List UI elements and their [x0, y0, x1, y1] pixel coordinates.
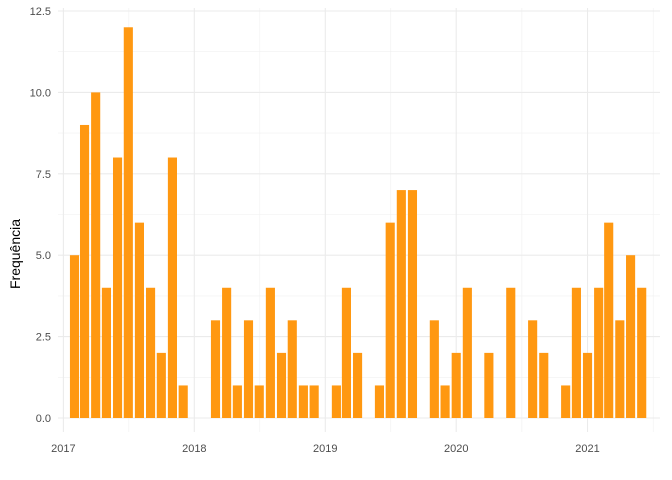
bar [385, 222, 395, 418]
bar [506, 287, 516, 418]
bar [232, 385, 242, 418]
bars [69, 27, 647, 419]
bar [353, 352, 363, 418]
y-tick-label: 0.0 [36, 413, 51, 425]
bar [626, 255, 636, 418]
bar [451, 352, 461, 418]
bar [265, 287, 275, 418]
bar [407, 190, 418, 418]
bar [112, 157, 123, 418]
x-tick-label: 2020 [444, 443, 468, 455]
bar [571, 287, 581, 418]
bar [594, 287, 604, 418]
x-tick-label: 2021 [575, 443, 599, 455]
bar [222, 287, 232, 418]
bar [69, 255, 80, 418]
bar [298, 385, 308, 418]
bar [287, 320, 297, 418]
bar [528, 320, 538, 418]
x-tick-label: 2018 [182, 443, 206, 455]
bar [637, 287, 647, 418]
bar [210, 320, 221, 418]
y-axis-ticks: 0.0 2.5 5.0 7.5 10.0 12.5 [30, 6, 51, 425]
bar [254, 385, 264, 418]
y-tick-label: 7.5 [36, 169, 51, 181]
bar [429, 320, 439, 418]
bar [91, 92, 101, 419]
y-tick-label: 12.5 [30, 6, 51, 18]
bar [79, 124, 90, 419]
bar [604, 222, 614, 418]
bar [396, 190, 406, 418]
y-tick-label: 5.0 [36, 250, 51, 262]
bar [156, 352, 166, 418]
bar [331, 385, 341, 418]
x-tick-label: 2017 [51, 443, 75, 455]
bar [341, 287, 351, 418]
bar [167, 157, 177, 418]
bar [462, 287, 472, 418]
y-axis-title: Frequência [7, 219, 23, 289]
x-axis-ticks: 2017 2018 2019 2020 2021 [51, 443, 600, 455]
bar [484, 352, 494, 418]
bar [276, 352, 287, 418]
x-tick-label: 2019 [313, 443, 337, 455]
bar [582, 352, 593, 418]
bar [123, 27, 133, 419]
bar [101, 287, 111, 418]
bar [178, 385, 188, 418]
bar [539, 352, 549, 418]
bar [440, 385, 450, 418]
y-tick-label: 2.5 [36, 332, 51, 344]
bar [374, 385, 385, 418]
bar [243, 320, 254, 418]
bar [561, 385, 571, 418]
y-tick-label: 10.0 [30, 87, 51, 99]
bar [134, 222, 144, 418]
bar [146, 287, 156, 418]
bar [309, 385, 319, 418]
bar [615, 320, 625, 418]
